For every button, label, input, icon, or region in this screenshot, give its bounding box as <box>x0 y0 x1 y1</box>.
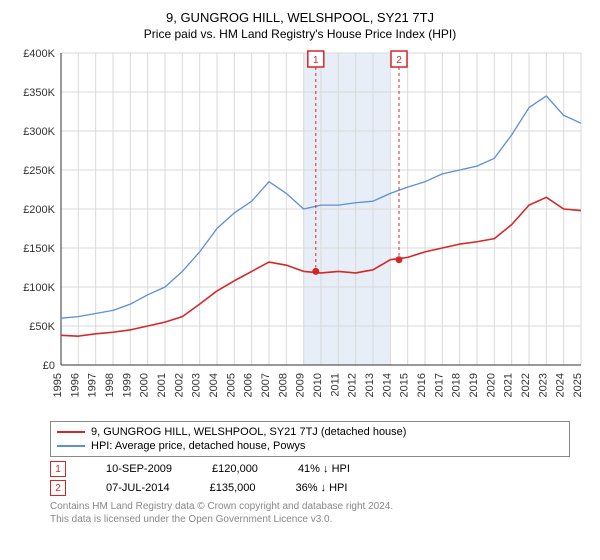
svg-text:1998: 1998 <box>104 373 116 397</box>
sale-marker-icon: 1 <box>50 461 66 477</box>
svg-text:2001: 2001 <box>156 373 168 397</box>
legend: 9, GUNGROG HILL, WELSHPOOL, SY21 7TJ (de… <box>50 421 570 457</box>
svg-text:2025: 2025 <box>572 373 584 397</box>
svg-text:2024: 2024 <box>554 373 566 397</box>
sale-row: 2 07-JUL-2014 £135,000 36% ↓ HPI <box>50 480 590 496</box>
svg-text:2018: 2018 <box>450 373 462 397</box>
svg-text:1995: 1995 <box>52 373 64 397</box>
svg-text:2003: 2003 <box>190 373 202 397</box>
svg-text:2023: 2023 <box>537 373 549 397</box>
svg-text:2011: 2011 <box>329 373 341 397</box>
sale-delta: 36% ↓ HPI <box>295 482 347 494</box>
sale-date: 07-JUL-2014 <box>106 482 170 494</box>
svg-text:£350K: £350K <box>23 87 55 99</box>
sale-marker-number: 2 <box>55 483 61 494</box>
legend-item: 9, GUNGROG HILL, WELSHPOOL, SY21 7TJ (de… <box>57 425 563 439</box>
svg-text:2008: 2008 <box>277 373 289 397</box>
svg-text:2009: 2009 <box>294 373 306 397</box>
svg-text:1996: 1996 <box>69 373 81 397</box>
svg-text:2022: 2022 <box>520 373 532 397</box>
footnote-line: Contains HM Land Registry data © Crown c… <box>50 501 393 512</box>
svg-text:£0: £0 <box>42 360 54 372</box>
svg-text:2000: 2000 <box>138 373 150 397</box>
svg-text:£200K: £200K <box>23 204 55 216</box>
svg-text:2007: 2007 <box>260 373 272 397</box>
legend-label: 9, GUNGROG HILL, WELSHPOOL, SY21 7TJ (de… <box>91 426 406 438</box>
svg-text:2020: 2020 <box>485 373 497 397</box>
svg-text:£300K: £300K <box>23 126 55 138</box>
line-chart-svg: £0 £50K £100K £150K £200K £250K £300K £350K £400… <box>13 45 588 415</box>
legend-swatch <box>57 431 85 433</box>
svg-text:£150K: £150K <box>23 243 55 255</box>
svg-text:£400K: £400K <box>23 48 55 60</box>
sale-date: 10-SEP-2009 <box>106 463 172 475</box>
chart-container: 9, GUNGROG HILL, WELSHPOOL, SY21 7TJ Pri… <box>0 0 600 560</box>
svg-text:2010: 2010 <box>312 373 324 397</box>
svg-text:£250K: £250K <box>23 165 55 177</box>
svg-text:2019: 2019 <box>468 373 480 397</box>
svg-text:2016: 2016 <box>416 373 428 397</box>
footnote: Contains HM Land Registry data © Crown c… <box>50 500 590 526</box>
svg-text:1: 1 <box>313 55 319 66</box>
sale-marker-icon: 2 <box>50 480 66 496</box>
svg-text:2004: 2004 <box>208 373 220 397</box>
svg-text:£50K: £50K <box>29 321 55 333</box>
svg-text:£100K: £100K <box>23 282 55 294</box>
svg-text:2017: 2017 <box>433 373 445 397</box>
sale-delta: 41% ↓ HPI <box>298 463 350 475</box>
chart-subtitle: Price paid vs. HM Land Registry's House … <box>10 27 590 41</box>
svg-text:2021: 2021 <box>502 373 514 397</box>
svg-text:1997: 1997 <box>86 373 98 397</box>
chart-title: 9, GUNGROG HILL, WELSHPOOL, SY21 7TJ <box>10 10 590 25</box>
legend-label: HPI: Average price, detached house, Powy… <box>91 440 305 452</box>
svg-text:2002: 2002 <box>173 373 185 397</box>
legend-item: HPI: Average price, detached house, Powy… <box>57 439 563 453</box>
sale-marker-number: 1 <box>55 464 61 475</box>
svg-text:2015: 2015 <box>398 373 410 397</box>
sale-price: £135,000 <box>210 482 256 494</box>
sale-row: 1 10-SEP-2009 £120,000 41% ↓ HPI <box>50 461 590 477</box>
svg-text:2014: 2014 <box>381 373 393 397</box>
sale-price: £120,000 <box>212 463 258 475</box>
svg-text:1999: 1999 <box>121 373 133 397</box>
svg-text:2013: 2013 <box>364 373 376 397</box>
svg-text:2005: 2005 <box>225 373 237 397</box>
svg-text:2012: 2012 <box>346 373 358 397</box>
svg-text:2006: 2006 <box>242 373 254 397</box>
footnote-line: This data is licensed under the Open Gov… <box>50 514 332 525</box>
legend-swatch <box>57 445 85 447</box>
chart-plot: £0 £50K £100K £150K £200K £250K £300K £350K £400… <box>13 45 588 415</box>
svg-text:2: 2 <box>396 55 402 66</box>
